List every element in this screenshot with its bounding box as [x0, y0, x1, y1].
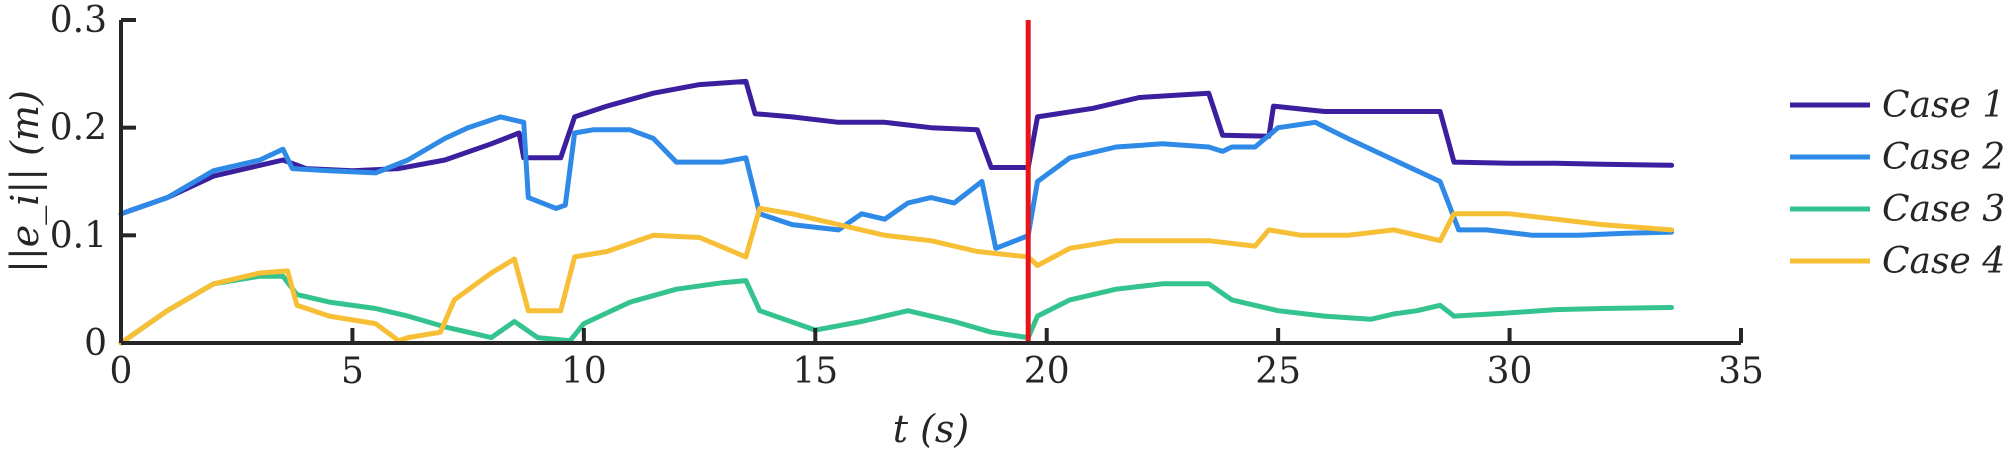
x-tick-label: 35 [1718, 351, 1764, 392]
legend-label-case-2: Case 2 [1882, 137, 2005, 178]
series-line-case-3 [118, 273, 1675, 346]
x-tick-label: 15 [792, 351, 838, 392]
x-axis-label: t (s) [893, 407, 970, 451]
x-tick-label: 30 [1487, 351, 1533, 392]
series-line-case-1 [118, 78, 1675, 217]
x-tick-label: 10 [561, 351, 607, 392]
y-axis-label: ||e_i|| (m) [3, 90, 48, 273]
axes: 0 5 10 15 20 25 30 35 0 0.1 0.2 0.3 t (s) ||e_i|| (m) [3, 0, 1764, 451]
legend-label-case-4: Case 4 [1882, 241, 2005, 282]
legend-label-case-3: Case 3 [1882, 189, 2005, 230]
x-tick-label: 20 [1024, 351, 1070, 392]
legend: Case 1 Case 2 Case 3 Case 4 [1790, 85, 2005, 282]
x-tick-label: 0 [110, 351, 133, 392]
y-tick-label: 0.1 [50, 215, 107, 256]
series-line-case-4 [118, 205, 1675, 346]
y-tick-label: 0.3 [50, 0, 107, 41]
y-tick-label: 0.2 [50, 108, 107, 149]
x-tick-label: 25 [1255, 351, 1301, 392]
legend-label-case-1: Case 1 [1882, 85, 2005, 126]
series-line-case-2 [118, 114, 1675, 251]
x-tick-label: 5 [341, 351, 364, 392]
plot-lines [118, 78, 1675, 346]
y-tick-label: 0 [84, 323, 107, 364]
